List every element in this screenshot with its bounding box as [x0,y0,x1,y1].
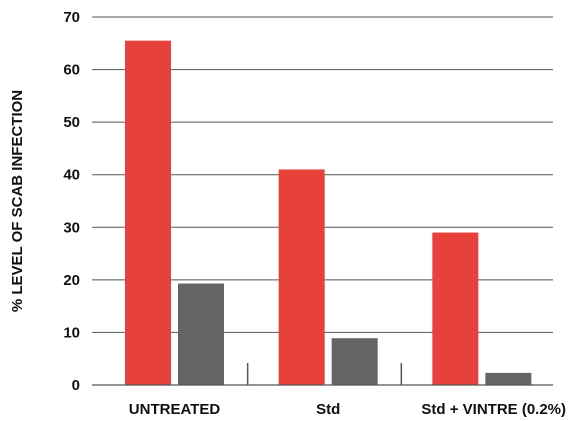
y-tick-label: 40 [63,167,80,184]
y-tick-label: 50 [63,114,80,131]
y-tick-label: 10 [63,324,80,341]
y-tick-label: 20 [63,272,80,289]
category-labels: UNTREATED Std Std + VINTRE (0.2%) [129,401,566,418]
bar-red-1 [278,169,325,385]
bar-red-0 [125,40,171,386]
y-tick-label: 60 [63,62,80,79]
y-tick-labels: 0 10 20 30 40 50 60 70 [63,9,80,394]
bar-gray-1 [331,338,378,385]
bars [125,40,532,386]
bar-red-2 [432,232,479,385]
category-label: Std + VINTRE (0.2%) [421,401,566,418]
y-axis-label: % LEVEL OF SCAB INFECTION [9,90,26,312]
bar-gray-0 [178,283,224,385]
bar-gray-2 [485,372,532,385]
y-tick-label: 70 [63,9,80,26]
category-label: UNTREATED [129,401,221,418]
y-tick-label: 30 [63,219,80,236]
category-separators [246,363,403,385]
y-tick-label: 0 [72,377,80,394]
category-label: Std [316,401,340,418]
